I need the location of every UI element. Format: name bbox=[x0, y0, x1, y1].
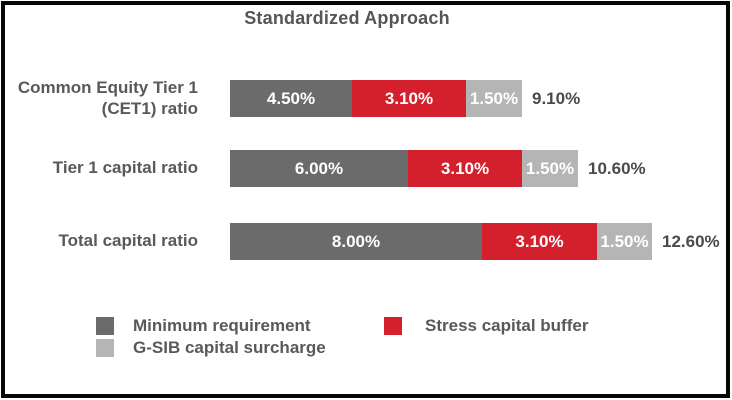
legend-swatch-minimum-requirement bbox=[96, 317, 114, 335]
legend-item-stress-capital-buffer: Stress capital buffer bbox=[384, 316, 588, 336]
category-label-cet1: Common Equity Tier 1 (CET1) ratio bbox=[17, 77, 198, 118]
total-label-cet1: 9.10% bbox=[532, 88, 581, 108]
bar-row-tier1: Tier 1 capital ratio 6.00% 3.10% 1.50% 1… bbox=[6, 150, 646, 187]
segment-minimum-requirement: 4.50% bbox=[230, 80, 352, 117]
segment-gsib-capital-surcharge: 1.50% bbox=[597, 223, 652, 260]
legend-item-gsib-capital-surcharge: G-SIB capital surcharge bbox=[96, 338, 326, 358]
stacked-bar-tier1: 6.00% 3.10% 1.50% bbox=[230, 150, 578, 187]
legend-swatch-gsib-capital-surcharge bbox=[96, 339, 114, 357]
stacked-bar-cet1: 4.50% 3.10% 1.50% bbox=[230, 80, 522, 117]
legend-label-gsib-capital-surcharge: G-SIB capital surcharge bbox=[133, 338, 326, 357]
legend-label-minimum-requirement: Minimum requirement bbox=[133, 316, 311, 335]
legend-label-stress-capital-buffer: Stress capital buffer bbox=[425, 316, 589, 335]
segment-minimum-requirement: 8.00% bbox=[230, 223, 482, 260]
category-label-total-capital: Total capital ratio bbox=[58, 231, 199, 251]
legend-swatch-stress-capital-buffer bbox=[384, 317, 402, 335]
total-label-total-capital: 12.60% bbox=[662, 231, 720, 251]
segment-stress-capital-buffer: 3.10% bbox=[352, 80, 466, 117]
category-label-tier1: Tier 1 capital ratio bbox=[52, 158, 198, 178]
segment-minimum-requirement: 6.00% bbox=[230, 150, 408, 187]
total-label-tier1: 10.60% bbox=[588, 158, 646, 178]
legend-item-minimum-requirement: Minimum requirement bbox=[96, 316, 311, 336]
bar-row-total-capital: Total capital ratio 8.00% 3.10% 1.50% 12… bbox=[6, 223, 720, 260]
segment-gsib-capital-surcharge: 1.50% bbox=[466, 80, 522, 117]
stacked-bar-total-capital: 8.00% 3.10% 1.50% bbox=[230, 223, 652, 260]
segment-stress-capital-buffer: 3.10% bbox=[408, 150, 522, 187]
segment-gsib-capital-surcharge: 1.50% bbox=[522, 150, 578, 187]
segment-stress-capital-buffer: 3.10% bbox=[482, 223, 597, 260]
chart-title: Standardized Approach bbox=[244, 8, 450, 28]
bar-row-cet1: Common Equity Tier 1 (CET1) ratio 4.50% … bbox=[6, 77, 581, 118]
